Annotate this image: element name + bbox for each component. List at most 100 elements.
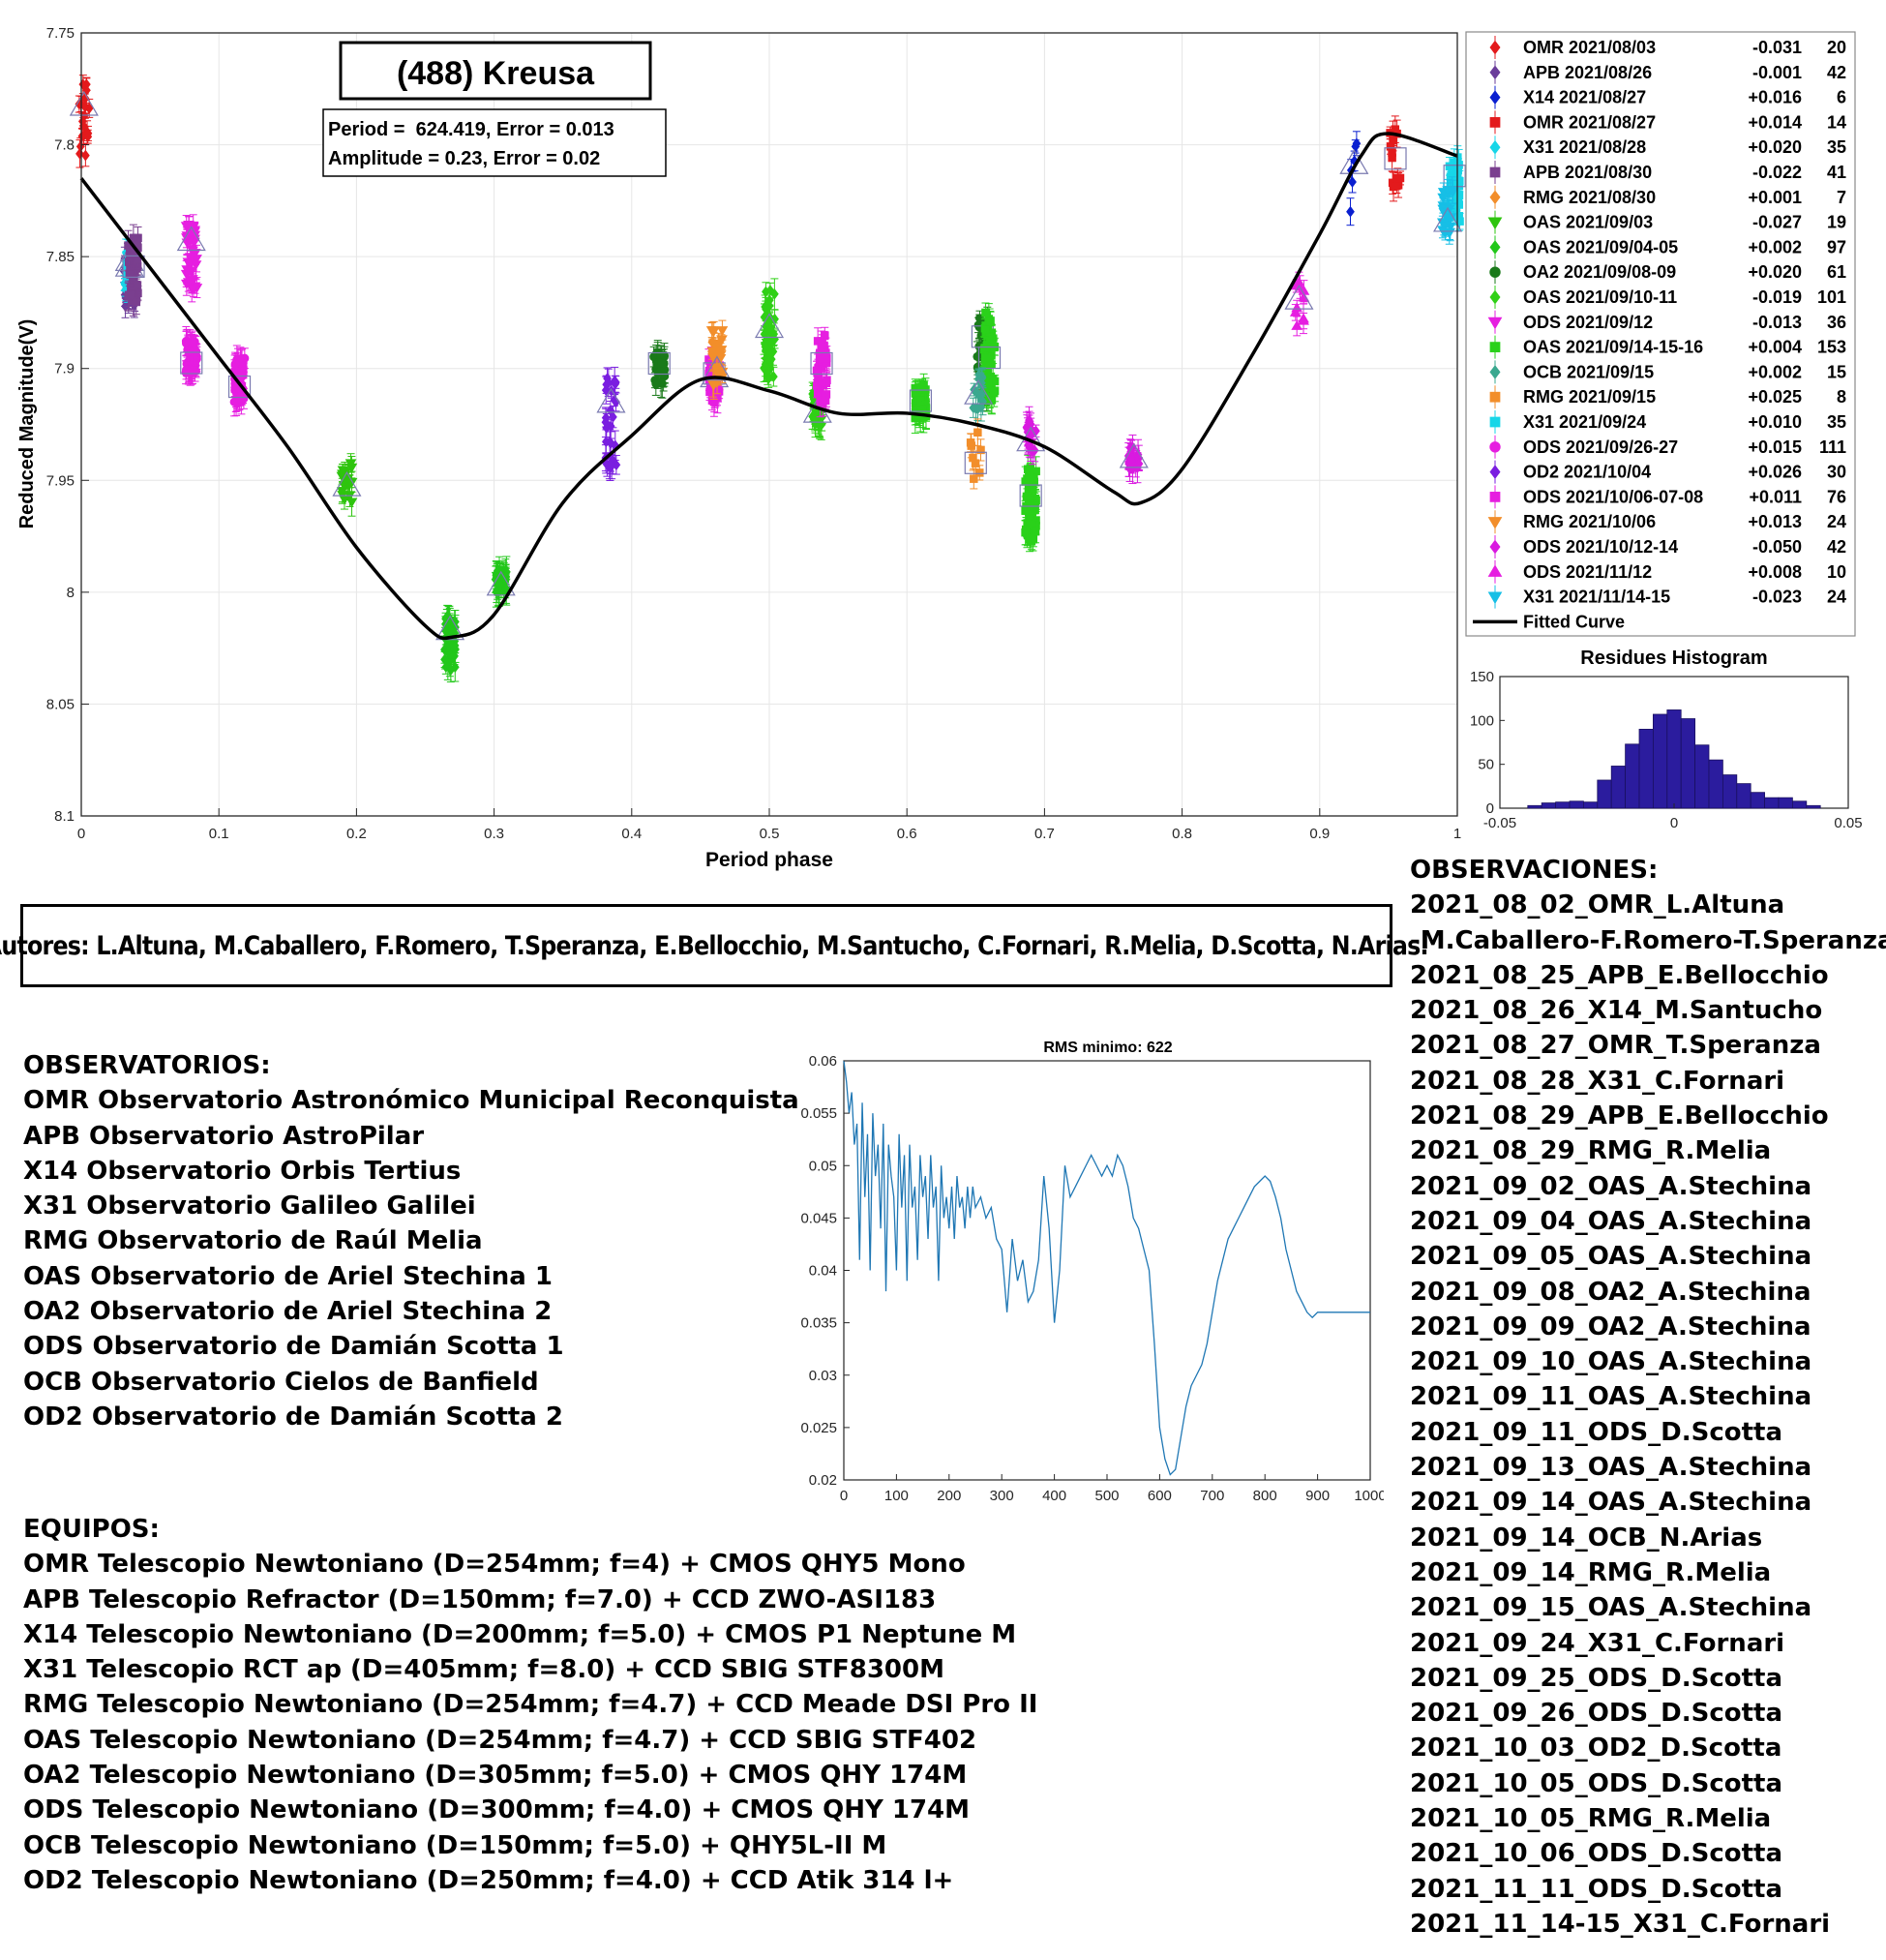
data-point (1025, 415, 1033, 428)
data-point (611, 377, 620, 388)
series-group (1284, 271, 1314, 337)
observation-item: 2021_08_26_X14_M.Santucho (1410, 996, 1823, 1026)
legend-offset: -0.022 (1752, 163, 1802, 182)
rms-line (843, 1060, 1370, 1476)
binned-marker (69, 90, 99, 116)
rms-x-tick-label: 800 (1253, 1488, 1277, 1504)
main-ylabel: Reduced Magnitude(V) (16, 319, 38, 529)
histogram-bar (1708, 759, 1723, 809)
observations-list: OBSERVACIONES: 2021_08_02_OMR_L.Altuna -M… (1410, 853, 1886, 1939)
data-point (765, 285, 775, 296)
observations-items: 2021_08_02_OMR_L.Altuna -M.Caballero-F.Ro… (1410, 888, 1886, 1939)
data-point (609, 411, 617, 423)
histogram-bar (1680, 718, 1695, 809)
legend-count: 97 (1827, 237, 1846, 256)
data-point (1291, 319, 1303, 330)
legend-label: X31 2021/08/28 (1523, 137, 1646, 157)
legend-offset: +0.013 (1748, 512, 1802, 531)
data-point (715, 346, 728, 356)
legend-entry: ODS 2021/09/12 -0.013 36 (1487, 310, 1846, 334)
observation-item: 2021_08_29_RMG_R.Melia (1410, 1136, 1772, 1166)
histogram-title: Residues Histogram (1580, 648, 1767, 669)
main-data-points (69, 75, 1466, 683)
rms-x-tick-label: 300 (990, 1488, 1014, 1504)
equipment-item: APB Telescopio Refractor (D=150mm; f=7.0… (23, 1584, 937, 1614)
histogram-bar (1555, 801, 1571, 809)
data-point (981, 308, 990, 317)
data-point (188, 338, 197, 347)
data-point (446, 664, 456, 677)
observation-item: -M.Caballero-F.Romero-T.Speranza (1410, 925, 1886, 955)
legend-offset: +0.001 (1748, 188, 1802, 207)
legend-marker (1489, 65, 1501, 80)
observation-item: 2021_09_10_OAS_A.Stechina (1410, 1347, 1812, 1377)
data-point (651, 379, 661, 389)
binned-marker (176, 226, 206, 252)
binned-marker (1433, 206, 1463, 232)
legend-count: 36 (1827, 313, 1846, 332)
rms-y-tick-label: 0.06 (809, 1053, 837, 1070)
equipment-item: OAS Telescopio Newtoniano (D=254mm; f=4.… (23, 1725, 977, 1755)
rms-y-tick-label: 0.025 (800, 1420, 837, 1436)
data-point (970, 474, 978, 483)
data-point (981, 362, 990, 371)
legend-entry: OAS 2021/09/03 -0.027 19 (1487, 210, 1846, 234)
equipment-heading: EQUIPOS: (23, 1515, 160, 1544)
data-point (976, 445, 985, 455)
observation-item: 2021_09_11_OAS_A.Stechina (1410, 1382, 1812, 1412)
legend-offset: +0.011 (1749, 487, 1802, 506)
observation-item: 2021_09_11_ODS_D.Scotta (1410, 1417, 1782, 1447)
data-point (966, 438, 975, 447)
authors-text: Autores: L.Altuna, M.Caballero, F.Romero… (0, 930, 1429, 961)
observation-item: 2021_10_05_ODS_D.Scotta (1410, 1768, 1782, 1798)
y-tick-label: 7.75 (46, 25, 75, 42)
rms-periodogram-chart: RMS minimo: 622 0 100 200 300 400 500 600 700 80… (800, 1040, 1384, 1504)
observatory-item: APB Observatorio AstroPilar (23, 1121, 425, 1151)
legend-entry: ODS 2021/11/12 +0.008 10 (1487, 559, 1846, 584)
data-point (1298, 315, 1309, 325)
legend-marker (1489, 441, 1501, 453)
data-point (80, 101, 90, 113)
main-axes-frame (80, 32, 1458, 817)
legend-marker (1489, 391, 1501, 403)
equipment-item: X14 Telescopio Newtoniano (D=200mm; f=5.… (23, 1619, 1017, 1649)
observatory-item: ODS Observatorio de Damián Scotta 1 (23, 1332, 564, 1362)
hist-y-tick-label: 100 (1470, 712, 1494, 729)
legend-marker (1489, 465, 1501, 479)
histogram-bar (1527, 804, 1542, 809)
legend-count: 14 (1827, 112, 1846, 132)
series-group (1384, 115, 1407, 202)
binned-marker (435, 615, 465, 641)
observation-item: 2021_10_03_OD2_D.Scotta (1410, 1734, 1782, 1764)
observation-item: 2021_09_25_ODS_D.Scotta (1410, 1663, 1782, 1693)
histogram-bar (1721, 774, 1738, 809)
observation-item: 2021_11_14-15_X31_C.Fornari (1410, 1909, 1831, 1939)
data-point (1352, 137, 1362, 150)
rms-x-tick-label: 900 (1305, 1488, 1330, 1504)
binned-marker (977, 346, 1002, 370)
data-point (1391, 125, 1400, 134)
legend-marker (1487, 564, 1503, 577)
data-point (1031, 527, 1040, 536)
binned-marker (227, 375, 252, 399)
histogram-bar (1666, 709, 1682, 809)
data-point (651, 349, 661, 359)
x-tick-label: 0.7 (1034, 826, 1055, 842)
rms-title: RMS minimo: 622 (1043, 1040, 1172, 1056)
legend-count: 24 (1827, 588, 1846, 607)
legend-entry: OAS 2021/09/04-05 +0.002 97 (1489, 235, 1846, 259)
legend-entry: OMR 2021/08/03 -0.031 20 (1489, 36, 1846, 59)
data-point (974, 373, 983, 385)
chart-title: (488) Kreusa (397, 55, 595, 92)
data-point (1022, 492, 1032, 501)
y-tick-label: 7.95 (46, 472, 75, 489)
legend-box (1465, 31, 1856, 637)
legend-offset: +0.010 (1748, 412, 1802, 432)
legend-entries: OMR 2021/08/03 -0.031 20 APB 2021/08/26 -0.0… (1473, 36, 1846, 631)
legend-count: 24 (1827, 512, 1846, 531)
rms-y-tick-label: 0.04 (809, 1263, 837, 1280)
data-point (1395, 173, 1405, 183)
data-point (1025, 441, 1034, 453)
legend-entry: ODS 2021/10/06-07-08 +0.011 76 (1489, 485, 1846, 509)
